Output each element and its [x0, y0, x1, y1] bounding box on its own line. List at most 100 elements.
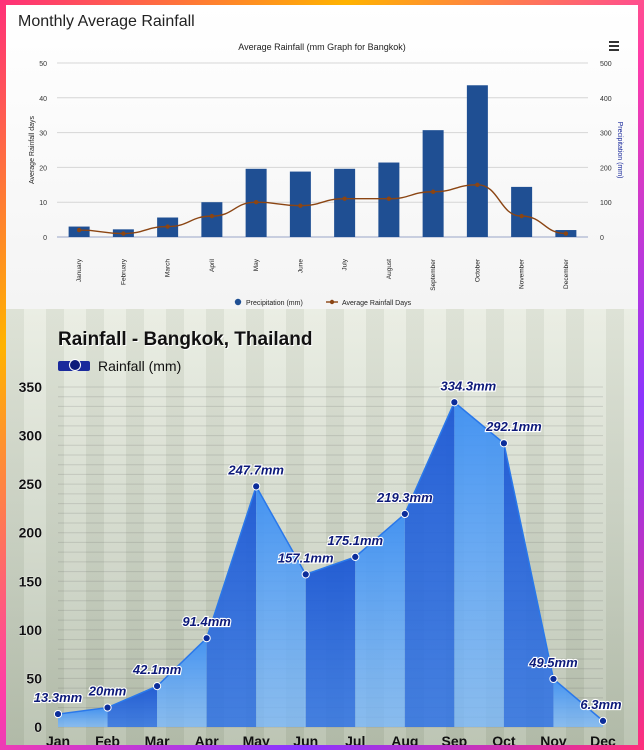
right-tick-label: 100	[600, 200, 612, 207]
precip-bar	[511, 186, 533, 237]
rainfall-area-segment	[256, 486, 306, 727]
rainfall-area-segment	[454, 402, 504, 727]
data-label: 49.5mm	[528, 655, 578, 670]
rainfall-area-segment	[553, 678, 603, 727]
y-tick-label: 100	[19, 622, 43, 638]
right-tick-label: 200	[600, 165, 612, 172]
panel-title: Monthly Average Rainfall	[18, 13, 195, 30]
x-tick-label: November	[519, 258, 526, 289]
data-label: 91.4mm	[182, 614, 231, 629]
left-tick-label: 50	[39, 61, 47, 68]
data-label: 13.3mm	[34, 690, 83, 705]
rain-days-point	[342, 196, 347, 201]
bottom-chart-panel: Rainfall - Bangkok, Thailand Rainfall (m…	[6, 309, 638, 745]
rainfall-point	[103, 703, 112, 712]
x-tick-label: March	[165, 259, 172, 277]
y-tick-label: 150	[19, 573, 43, 589]
bottom-chart-svg: 0 50 100 150 200 250 300 350 Jan Feb Mar Apr May Jun J…	[18, 377, 623, 745]
rainfall-area-segment	[107, 686, 158, 727]
chart-title: Average Rainfall (mm Graph for Bangkok)	[238, 42, 405, 52]
hamburger-menu-icon[interactable]	[609, 41, 619, 51]
y-tick-label: 300	[19, 428, 43, 444]
left-axis-label: Average Rainfall days	[29, 116, 36, 184]
rainfall-point	[400, 509, 409, 519]
rainfall-area-segment	[355, 513, 405, 727]
data-label: 247.7mm	[227, 462, 284, 477]
right-tick-label: 300	[600, 131, 612, 138]
chart-title: Rainfall - Bangkok, Thailand	[58, 329, 313, 350]
precip-bar	[334, 168, 356, 237]
data-label: 42.1mm	[132, 662, 182, 677]
rainfall-point	[450, 398, 459, 407]
left-tick-label: 20	[39, 165, 47, 172]
x-tick-label: Jul	[345, 733, 365, 745]
x-tick-label: Jan	[46, 733, 70, 745]
rainfall-area-segment	[305, 556, 356, 727]
left-tick-label: 40	[39, 96, 47, 103]
x-tick-label: Mar	[145, 733, 170, 745]
x-tick-label: July	[342, 258, 349, 270]
x-tick-label: February	[120, 258, 127, 285]
x-tick-label: January	[76, 258, 83, 282]
rainfall-point	[549, 674, 558, 684]
rain-days-point	[563, 231, 569, 236]
rain-days-point	[519, 213, 524, 219]
data-label: 219.3mm	[376, 490, 433, 505]
left-tick-label: 0	[43, 235, 47, 242]
rainfall-area-segment	[206, 486, 257, 727]
x-tick-label: September	[430, 258, 437, 291]
right-tick-label: 400	[600, 96, 612, 103]
rain-days-point	[298, 203, 303, 208]
rainfall-point	[598, 716, 608, 725]
data-label: 292.1mm	[485, 419, 542, 434]
rainfall-point	[499, 439, 509, 448]
x-tick-label: Apr	[195, 733, 220, 745]
x-tick-label: Nov	[540, 733, 567, 745]
top-chart-panel: Monthly Average Rainfall Average Rainfal…	[6, 5, 638, 309]
x-tick-label: May	[243, 733, 270, 745]
data-label: 157.1mm	[278, 550, 334, 565]
chart-frame: Monthly Average Rainfall Average Rainfal…	[6, 5, 638, 745]
rain-days-point	[475, 182, 480, 187]
right-axis-label: Precipitation (mm)	[616, 122, 623, 179]
legend-precip-label: Precipitation (mm)	[246, 300, 303, 307]
rainfall-area-segment	[58, 707, 108, 727]
right-tick-label: 0	[600, 235, 604, 242]
rainfall-point	[301, 570, 310, 579]
x-tick-label: April	[209, 258, 216, 272]
rainfall-area-segment	[503, 443, 554, 727]
rain-days-point	[209, 213, 215, 219]
y-tick-label: 0	[34, 719, 42, 735]
precip-bar	[201, 202, 223, 237]
rainfall-point	[152, 682, 162, 691]
rainfall-area-segment	[157, 638, 207, 727]
left-tick-label: 30	[39, 131, 47, 138]
rainfall-point	[252, 482, 261, 491]
x-tick-label: December	[563, 258, 570, 289]
rain-days-point	[121, 231, 126, 236]
legend-swatch[interactable]	[58, 359, 90, 371]
top-chart-svg: Average Rainfall (mm Graph for Bangkok) 0…	[29, 42, 623, 307]
left-tick-label: 10	[39, 200, 47, 207]
x-tick-label: Sep	[442, 733, 468, 745]
rainfall-point	[202, 634, 211, 643]
x-tick-label: October	[474, 258, 481, 282]
rainfall-point	[53, 709, 63, 719]
x-tick-label: Oct	[492, 733, 516, 745]
rain-days-point	[253, 200, 259, 205]
legend-days-label: Average Rainfall Days	[342, 300, 412, 307]
rain-days-point	[386, 196, 392, 201]
y-tick-label: 350	[19, 379, 43, 395]
y-tick-label: 50	[26, 670, 42, 686]
legend-label[interactable]: Rainfall (mm)	[98, 358, 182, 374]
rainfall-area-segment	[404, 402, 455, 727]
x-tick-label: Jun	[293, 733, 318, 745]
data-label: 334.3mm	[441, 378, 497, 393]
x-tick-label: Feb	[95, 733, 120, 745]
data-label: 175.1mm	[327, 533, 383, 548]
x-tick-label: June	[297, 259, 304, 273]
y-tick-label: 200	[19, 525, 43, 541]
precip-bar	[422, 130, 444, 237]
rain-days-line	[79, 184, 566, 235]
y-tick-label: 250	[19, 476, 43, 492]
